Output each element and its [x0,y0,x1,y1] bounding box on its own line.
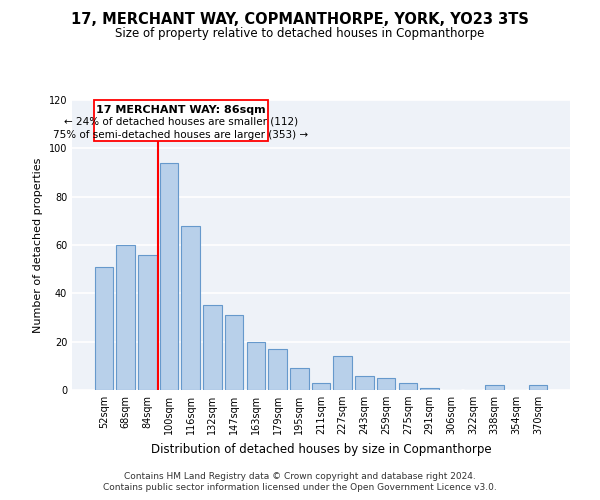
Bar [334,356,352,390]
Bar [377,378,395,390]
Bar [138,254,157,390]
Bar [94,100,268,141]
Text: 75% of semi-detached houses are larger (353) →: 75% of semi-detached houses are larger (… [53,130,308,140]
Bar [398,383,417,390]
Bar [181,226,200,390]
Text: Contains public sector information licensed under the Open Government Licence v3: Contains public sector information licen… [103,484,497,492]
Bar [225,315,244,390]
Bar [203,306,221,390]
Bar [268,349,287,390]
Bar [116,245,135,390]
Bar [160,163,178,390]
Text: 17, MERCHANT WAY, COPMANTHORPE, YORK, YO23 3TS: 17, MERCHANT WAY, COPMANTHORPE, YORK, YO… [71,12,529,28]
Bar [355,376,374,390]
Text: ← 24% of detached houses are smaller (112): ← 24% of detached houses are smaller (11… [64,117,298,127]
X-axis label: Distribution of detached houses by size in Copmanthorpe: Distribution of detached houses by size … [151,442,491,456]
Text: 17 MERCHANT WAY: 86sqm: 17 MERCHANT WAY: 86sqm [96,105,266,115]
Bar [290,368,308,390]
Bar [312,383,330,390]
Bar [247,342,265,390]
Bar [95,267,113,390]
Y-axis label: Number of detached properties: Number of detached properties [33,158,43,332]
Bar [421,388,439,390]
Bar [529,385,547,390]
Text: Contains HM Land Registry data © Crown copyright and database right 2024.: Contains HM Land Registry data © Crown c… [124,472,476,481]
Bar [485,385,504,390]
Text: Size of property relative to detached houses in Copmanthorpe: Size of property relative to detached ho… [115,28,485,40]
